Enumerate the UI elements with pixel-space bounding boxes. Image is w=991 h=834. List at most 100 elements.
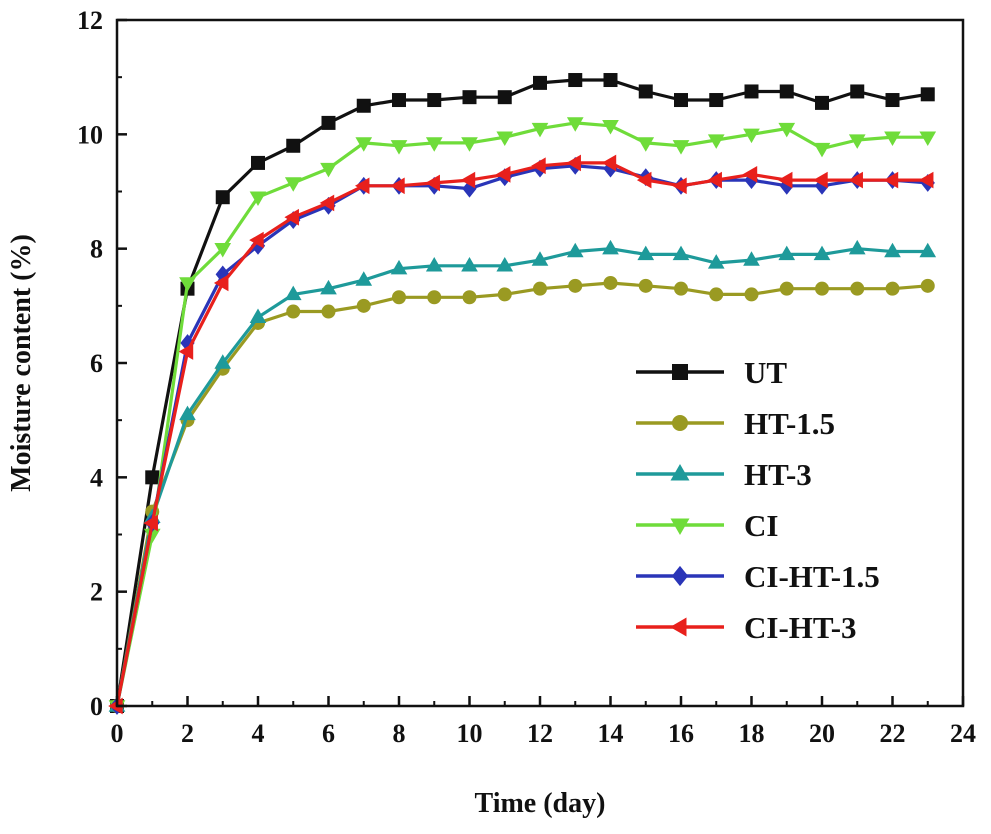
data-point bbox=[601, 154, 617, 172]
data-point bbox=[427, 93, 442, 108]
x-tick-label: 14 bbox=[598, 719, 624, 748]
x-tick-label: 10 bbox=[457, 719, 483, 748]
legend-label: CI bbox=[744, 508, 778, 543]
data-point bbox=[778, 245, 796, 261]
data-point bbox=[427, 290, 442, 305]
x-tick-label: 8 bbox=[393, 719, 406, 748]
data-point bbox=[568, 73, 583, 88]
data-point bbox=[286, 304, 301, 319]
data-point bbox=[320, 279, 337, 295]
data-point bbox=[672, 245, 690, 261]
data-point bbox=[638, 278, 653, 293]
data-point bbox=[815, 95, 829, 110]
y-tick-label: 12 bbox=[77, 6, 103, 35]
data-point bbox=[249, 231, 264, 249]
data-point bbox=[566, 117, 584, 132]
x-tick-label: 16 bbox=[668, 719, 694, 748]
y-tick-label: 8 bbox=[90, 235, 103, 264]
data-point bbox=[813, 171, 828, 189]
legend-label: HT-3 bbox=[744, 457, 812, 492]
data-point bbox=[566, 154, 581, 172]
data-point bbox=[883, 171, 899, 189]
data-point bbox=[249, 191, 267, 207]
legend: UT HT-1.5 HT-3 CI CI-HT-1.5 CI-HT-3 bbox=[636, 355, 880, 645]
data-point bbox=[321, 115, 336, 130]
y-tick-label: 0 bbox=[90, 692, 103, 721]
data-point bbox=[320, 162, 337, 178]
data-point bbox=[286, 138, 301, 153]
data-point bbox=[603, 73, 618, 88]
legend-item: UT bbox=[636, 355, 787, 390]
data-point bbox=[214, 354, 232, 369]
y-tick-label: 2 bbox=[90, 578, 103, 607]
data-point bbox=[602, 239, 619, 255]
data-point bbox=[390, 259, 408, 275]
x-tick-label: 20 bbox=[809, 719, 835, 748]
data-point bbox=[215, 190, 230, 205]
data-point bbox=[603, 275, 618, 290]
data-point bbox=[496, 131, 514, 146]
legend-marker bbox=[669, 617, 687, 637]
y-tick-label: 4 bbox=[90, 463, 103, 492]
data-point bbox=[707, 134, 725, 149]
legend-item: HT-1.5 bbox=[636, 406, 835, 441]
data-point bbox=[355, 271, 373, 286]
data-point bbox=[742, 166, 758, 183]
data-point bbox=[531, 251, 549, 266]
data-point bbox=[321, 304, 336, 319]
data-point bbox=[179, 277, 196, 292]
data-point bbox=[743, 251, 760, 266]
data-point bbox=[392, 93, 406, 108]
x-tick-label: 12 bbox=[527, 719, 553, 748]
data-point bbox=[779, 84, 794, 99]
data-point bbox=[462, 290, 477, 305]
data-point bbox=[850, 84, 865, 99]
data-point bbox=[533, 281, 547, 296]
data-point bbox=[497, 90, 512, 105]
data-point bbox=[568, 278, 583, 293]
data-point bbox=[392, 290, 406, 305]
legend-label: CI-HT-3 bbox=[744, 610, 857, 645]
data-point bbox=[638, 84, 653, 99]
x-tick-label: 18 bbox=[739, 719, 765, 748]
legend-marker bbox=[670, 518, 690, 536]
x-tick-label: 4 bbox=[252, 719, 265, 748]
data-point bbox=[531, 122, 549, 138]
data-point bbox=[919, 131, 937, 146]
legend-item: CI-HT-1.5 bbox=[636, 559, 880, 594]
data-point bbox=[885, 281, 900, 296]
data-point bbox=[531, 157, 546, 175]
data-point bbox=[919, 242, 937, 258]
data-point bbox=[284, 208, 299, 226]
series-ht-3 bbox=[108, 239, 937, 712]
y-tick-label: 6 bbox=[90, 349, 103, 378]
data-point bbox=[425, 137, 443, 152]
data-point bbox=[462, 90, 477, 105]
data-point bbox=[495, 166, 511, 183]
data-point bbox=[674, 281, 688, 296]
y-axis-title: Moisture content (%) bbox=[6, 234, 37, 492]
data-point bbox=[179, 405, 196, 421]
data-point bbox=[709, 287, 724, 302]
legend-marker bbox=[672, 364, 688, 380]
y-tick-label: 10 bbox=[77, 120, 103, 149]
data-point bbox=[178, 343, 194, 360]
data-point bbox=[885, 93, 900, 108]
data-point bbox=[744, 84, 759, 99]
data-point bbox=[884, 242, 901, 258]
data-point bbox=[674, 93, 688, 108]
legend-label: CI-HT-1.5 bbox=[744, 559, 880, 594]
data-point bbox=[356, 298, 371, 313]
data-point bbox=[743, 128, 760, 144]
data-point bbox=[672, 140, 690, 155]
data-point bbox=[497, 287, 512, 302]
data-point bbox=[354, 177, 370, 195]
x-tick-label: 24 bbox=[950, 719, 976, 748]
data-point bbox=[848, 239, 866, 255]
data-point bbox=[145, 470, 160, 485]
x-tick-label: 22 bbox=[880, 719, 906, 748]
data-point bbox=[355, 137, 373, 152]
data-point bbox=[744, 287, 759, 302]
